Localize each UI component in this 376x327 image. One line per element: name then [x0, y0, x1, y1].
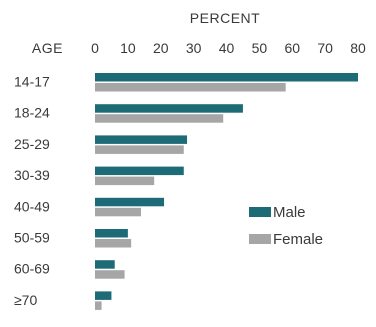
bar-male-50-59 — [95, 229, 128, 238]
category-labels: 14-17 18-24 25-29 30-39 40-49 50-59 60-69 ≥70 — [14, 74, 50, 308]
x-tick-label: 30 — [186, 40, 202, 56]
bar-male-25-29 — [95, 135, 188, 144]
bar-female-18-24 — [95, 114, 224, 123]
category-label: 40-49 — [14, 198, 50, 214]
legend-label-female: Female — [273, 231, 323, 248]
x-tick-label: 20 — [153, 40, 169, 56]
category-label: ≥70 — [14, 292, 37, 308]
x-tick-label: 60 — [284, 40, 300, 56]
legend-swatch-male — [249, 207, 271, 217]
category-label: 14-17 — [14, 74, 50, 90]
category-label: 50-59 — [14, 230, 50, 246]
y-axis-title: AGE — [32, 40, 63, 56]
x-axis-ticks: 0 10 20 30 40 50 60 70 80 — [91, 40, 366, 56]
category-label: 25-29 — [14, 136, 50, 152]
x-tick-label: 40 — [219, 40, 235, 56]
bar-female-30-39 — [95, 176, 155, 186]
bar-female-≥70 — [95, 301, 102, 310]
category-label: 60-69 — [14, 261, 50, 277]
bars — [95, 73, 358, 310]
bar-female-60-69 — [95, 270, 125, 279]
bar-male-≥70 — [95, 291, 112, 300]
legend-label-male: Male — [273, 204, 306, 221]
bar-male-14-17 — [95, 73, 358, 82]
bar-female-25-29 — [95, 145, 184, 154]
bar-male-60-69 — [95, 260, 115, 269]
bar-female-14-17 — [95, 83, 286, 92]
category-label: 18-24 — [14, 105, 50, 121]
bar-male-30-39 — [95, 166, 184, 176]
legend: Male Female — [249, 204, 323, 248]
x-tick-label: 0 — [91, 40, 99, 56]
x-tick-label: 70 — [317, 40, 333, 56]
x-tick-label: 10 — [120, 40, 136, 56]
bar-male-40-49 — [95, 197, 165, 207]
x-axis-title: PERCENT — [190, 10, 260, 26]
bar-male-18-24 — [95, 104, 243, 113]
x-tick-label: 50 — [252, 40, 268, 56]
legend-swatch-female — [249, 234, 271, 244]
bar-female-40-49 — [95, 207, 142, 217]
category-label: 30-39 — [14, 167, 50, 183]
x-tick-label: 80 — [350, 40, 366, 56]
bar-female-50-59 — [95, 239, 132, 248]
